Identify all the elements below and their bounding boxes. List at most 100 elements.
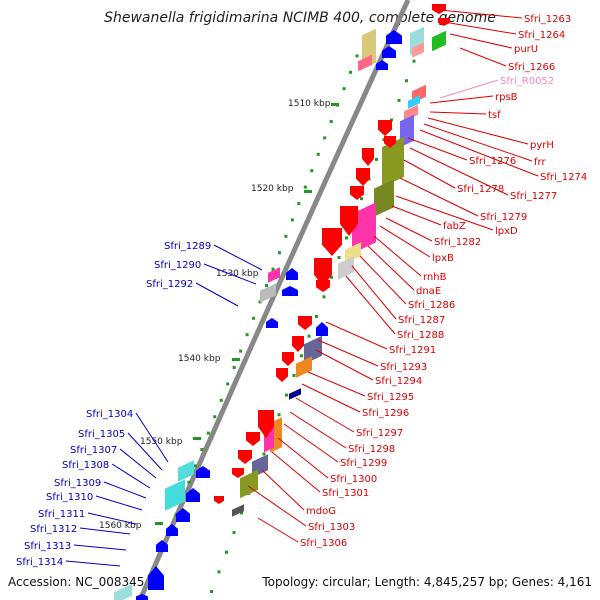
forward-gene-arrow xyxy=(316,280,330,292)
accession-label: Accession: NC_008345 xyxy=(8,575,145,589)
forward-gene-arrow xyxy=(292,336,304,352)
right-label-leader xyxy=(423,123,533,162)
reverse-gene-arrow xyxy=(148,566,164,590)
scale-tick xyxy=(323,136,327,140)
gene-label: Sfri_1301 xyxy=(322,488,369,499)
scale-tick xyxy=(277,413,281,417)
gene-label: Sfri_R0052 xyxy=(500,76,554,87)
gene-label: Sfri_1313 xyxy=(24,541,71,552)
reverse-gene-arrow xyxy=(376,60,388,70)
right-label-leader xyxy=(359,255,407,305)
scale-tick xyxy=(252,316,256,320)
scale-tick xyxy=(262,452,266,456)
left-label-leader xyxy=(127,432,163,471)
gene-label: dnaE xyxy=(416,286,441,297)
forward-gene-arrow xyxy=(432,4,446,14)
forward-gene-arrow xyxy=(282,352,294,366)
reverse-gene-arrow xyxy=(186,488,200,502)
gene-box xyxy=(432,30,446,52)
right-label-leader xyxy=(247,485,307,527)
left-label-leader xyxy=(95,495,143,511)
right-label-leader xyxy=(379,225,431,258)
gene-label: Sfri_1298 xyxy=(348,444,395,455)
gene-label: Sfri_1307 xyxy=(70,445,117,456)
gene-box xyxy=(240,469,258,499)
right-label-leader xyxy=(315,349,374,381)
right-label-leader xyxy=(261,469,305,511)
reverse-gene-arrow xyxy=(286,268,298,280)
gene-box xyxy=(114,583,132,600)
gene-label: purU xyxy=(514,44,538,55)
gene-label: Sfri_1289 xyxy=(164,241,211,252)
right-label-leader xyxy=(443,21,517,35)
reverse-gene-arrow xyxy=(382,46,396,58)
forward-gene-arrow xyxy=(314,258,332,286)
right-label-leader xyxy=(271,451,321,493)
gene-label: Sfri_1304 xyxy=(86,409,133,420)
scale-label: 1550 kbp xyxy=(140,437,183,447)
scale-major-tick xyxy=(331,103,339,106)
gene-label: Sfri_1266 xyxy=(508,62,555,73)
right-label-leader xyxy=(367,245,415,291)
left-label-leader xyxy=(203,263,257,285)
scale-tick xyxy=(245,333,249,337)
right-label-leader xyxy=(257,517,299,543)
gene-label: Sfri_1263 xyxy=(524,14,571,25)
scale-tick xyxy=(210,590,213,593)
scale-label: 1530 kbp xyxy=(216,269,259,279)
reverse-gene-arrow xyxy=(282,286,298,296)
gene-label: Sfri_1287 xyxy=(398,315,445,326)
right-label-leader xyxy=(419,129,539,177)
reverse-gene-arrow xyxy=(176,508,190,522)
gene-label: Sfri_1276 xyxy=(469,156,516,167)
gene-label: Sfri_1296 xyxy=(362,408,409,419)
scale-tick xyxy=(329,120,333,123)
scale-tick xyxy=(307,334,311,338)
gene-label: Sfri_1274 xyxy=(540,172,587,183)
gene-box xyxy=(268,267,280,283)
scale-tick xyxy=(193,464,197,468)
right-label-leader xyxy=(295,397,355,433)
scale-tick xyxy=(277,251,281,255)
scale-tick xyxy=(297,202,301,205)
gene-label: Sfri_1310 xyxy=(46,492,93,503)
left-label-leader xyxy=(195,282,239,307)
gene-box xyxy=(404,104,418,122)
gene-box xyxy=(296,356,312,378)
gene-label: Sfri_1314 xyxy=(16,557,63,568)
gene-label: Sfri_1291 xyxy=(389,345,436,356)
scale-tick xyxy=(342,87,346,91)
scale-tick xyxy=(239,349,243,353)
gene-box xyxy=(358,54,372,72)
gene-box xyxy=(232,504,244,517)
scale-tick xyxy=(337,256,341,260)
scale-major-tick xyxy=(304,190,312,193)
reverse-gene-arrow xyxy=(386,30,402,44)
gene-label: Sfri_1290 xyxy=(154,260,201,271)
right-label-leader xyxy=(403,159,456,189)
scale-tick xyxy=(271,267,275,271)
gene-box xyxy=(345,242,361,264)
gene-label: Sfri_1312 xyxy=(30,524,77,535)
scale-tick xyxy=(174,513,178,517)
right-label-leader xyxy=(373,235,422,277)
scale-label: 1540 kbp xyxy=(178,354,221,364)
gene-label: Sfri_1309 xyxy=(54,478,101,489)
scale-label: 1510 kbp xyxy=(288,99,331,109)
gene-box xyxy=(289,388,301,400)
forward-gene-arrow xyxy=(362,148,374,166)
scale-tick xyxy=(322,295,326,299)
left-label-leader xyxy=(103,481,147,499)
gene-label: tsf xyxy=(488,110,501,121)
right-label-leader xyxy=(459,47,507,67)
scale-tick xyxy=(226,382,230,386)
scale-tick xyxy=(284,234,288,238)
right-label-leader xyxy=(301,383,361,413)
scale-label: 1520 kbp xyxy=(251,184,294,194)
right-label-leader xyxy=(429,111,487,115)
scale-tick xyxy=(206,431,210,435)
topology-label: Topology: circular; Length: 4,845,257 bp… xyxy=(262,575,592,589)
gene-label: Sfri_1293 xyxy=(380,362,427,373)
forward-gene-arrow xyxy=(340,206,358,236)
gene-label: Sfri_1292 xyxy=(146,279,193,290)
